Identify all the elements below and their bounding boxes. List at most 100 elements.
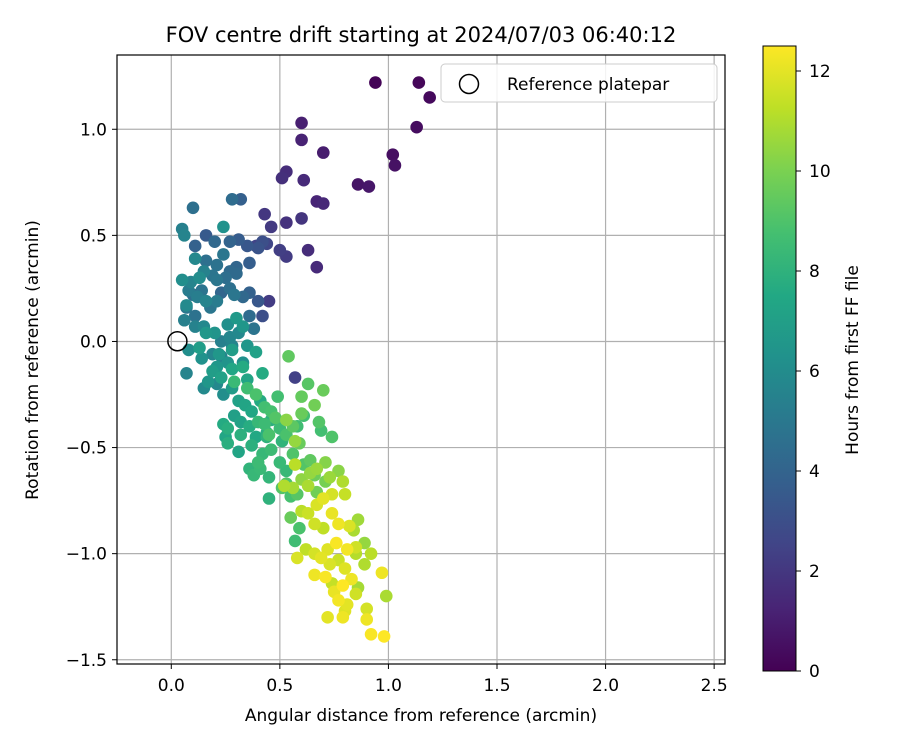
data-point [251,241,265,255]
data-point [236,360,250,374]
data-point [271,390,284,403]
data-point [332,517,345,531]
data-point [240,381,254,395]
data-point [351,513,365,527]
data-point [297,173,311,187]
colorbar-tick-label: 2 [809,562,820,582]
data-point [275,171,289,185]
data-point [386,148,400,162]
data-point [178,313,191,327]
data-point [201,375,215,389]
data-point [280,464,293,478]
data-point [277,479,291,493]
data-point [240,339,254,353]
x-axis-ticks: 0.0 0.5 1.0 1.5 2.0 2.5 [158,664,728,696]
data-point [312,415,326,429]
data-point [180,366,193,380]
colorbar-tick-label: 4 [809,462,820,482]
data-point [336,579,350,592]
data-point [336,475,350,488]
colorbar-label: Hours from first FF file [843,265,863,455]
data-point [310,260,324,274]
chart-title: FOV centre drift starting at 2024/07/03 … [166,23,677,47]
data-point [290,551,304,565]
legend-label: Reference platepar [507,75,669,95]
data-point [247,322,261,336]
data-point [332,594,345,607]
data-point [262,470,276,484]
data-point [234,192,248,206]
data-point [243,256,256,270]
y-tick-label: −0.5 [66,439,107,459]
data-point [225,343,239,357]
data-point [303,453,317,467]
data-point [314,551,328,565]
data-point [301,377,315,391]
data-point [245,405,258,418]
legend-box [440,63,718,103]
data-point [301,479,315,493]
data-point [262,492,276,505]
data-point [236,320,250,333]
data-point [188,309,202,323]
data-point [188,252,202,266]
data-point [295,212,308,225]
data-point [319,570,332,584]
data-point [199,326,213,340]
data-point [330,536,343,550]
data-point [178,229,191,242]
data-point [295,116,308,130]
legend-marker-icon [458,73,480,95]
data-point [321,543,334,556]
data-point [256,366,269,380]
data-point [199,229,213,242]
data-point [182,343,195,357]
data-point [288,371,302,384]
data-point [316,492,330,505]
data-point [262,294,276,308]
data-point [284,511,298,524]
data-point [316,146,330,159]
data-point [321,611,334,624]
data-point [217,388,230,401]
data-point [379,589,393,603]
data-point [423,91,436,104]
colorbar-tick-label: 10 [809,162,831,182]
data-point [336,611,350,624]
x-tick-label: 0.5 [266,676,293,696]
data-point [316,197,330,210]
data-point [280,216,293,229]
data-point [262,428,276,442]
data-point [214,371,228,384]
data-point [249,388,263,401]
data-point [221,437,235,450]
data-point [175,273,189,287]
data-point [319,456,332,469]
data-point [345,572,358,586]
data-point [308,398,321,412]
y-tick-label: 1.0 [80,120,107,140]
colorbar-gradient [762,45,797,672]
scatter-points [175,76,436,643]
data-point [295,407,308,420]
x-tick-label: 2.5 [701,676,728,696]
data-point [232,445,245,459]
data-point [295,390,308,403]
data-point [273,243,287,257]
data-point [280,428,293,442]
data-point [230,267,243,280]
data-point [234,428,248,442]
data-point [193,341,206,355]
data-point [186,201,200,215]
data-point [323,557,337,571]
data-point [360,602,374,616]
data-point [208,326,222,340]
data-point [364,627,378,641]
data-point [282,350,295,363]
data-point [369,76,382,89]
data-point [264,220,278,234]
data-point [388,159,402,172]
data-point [258,417,271,431]
data-point [193,271,206,285]
data-point [288,534,302,548]
